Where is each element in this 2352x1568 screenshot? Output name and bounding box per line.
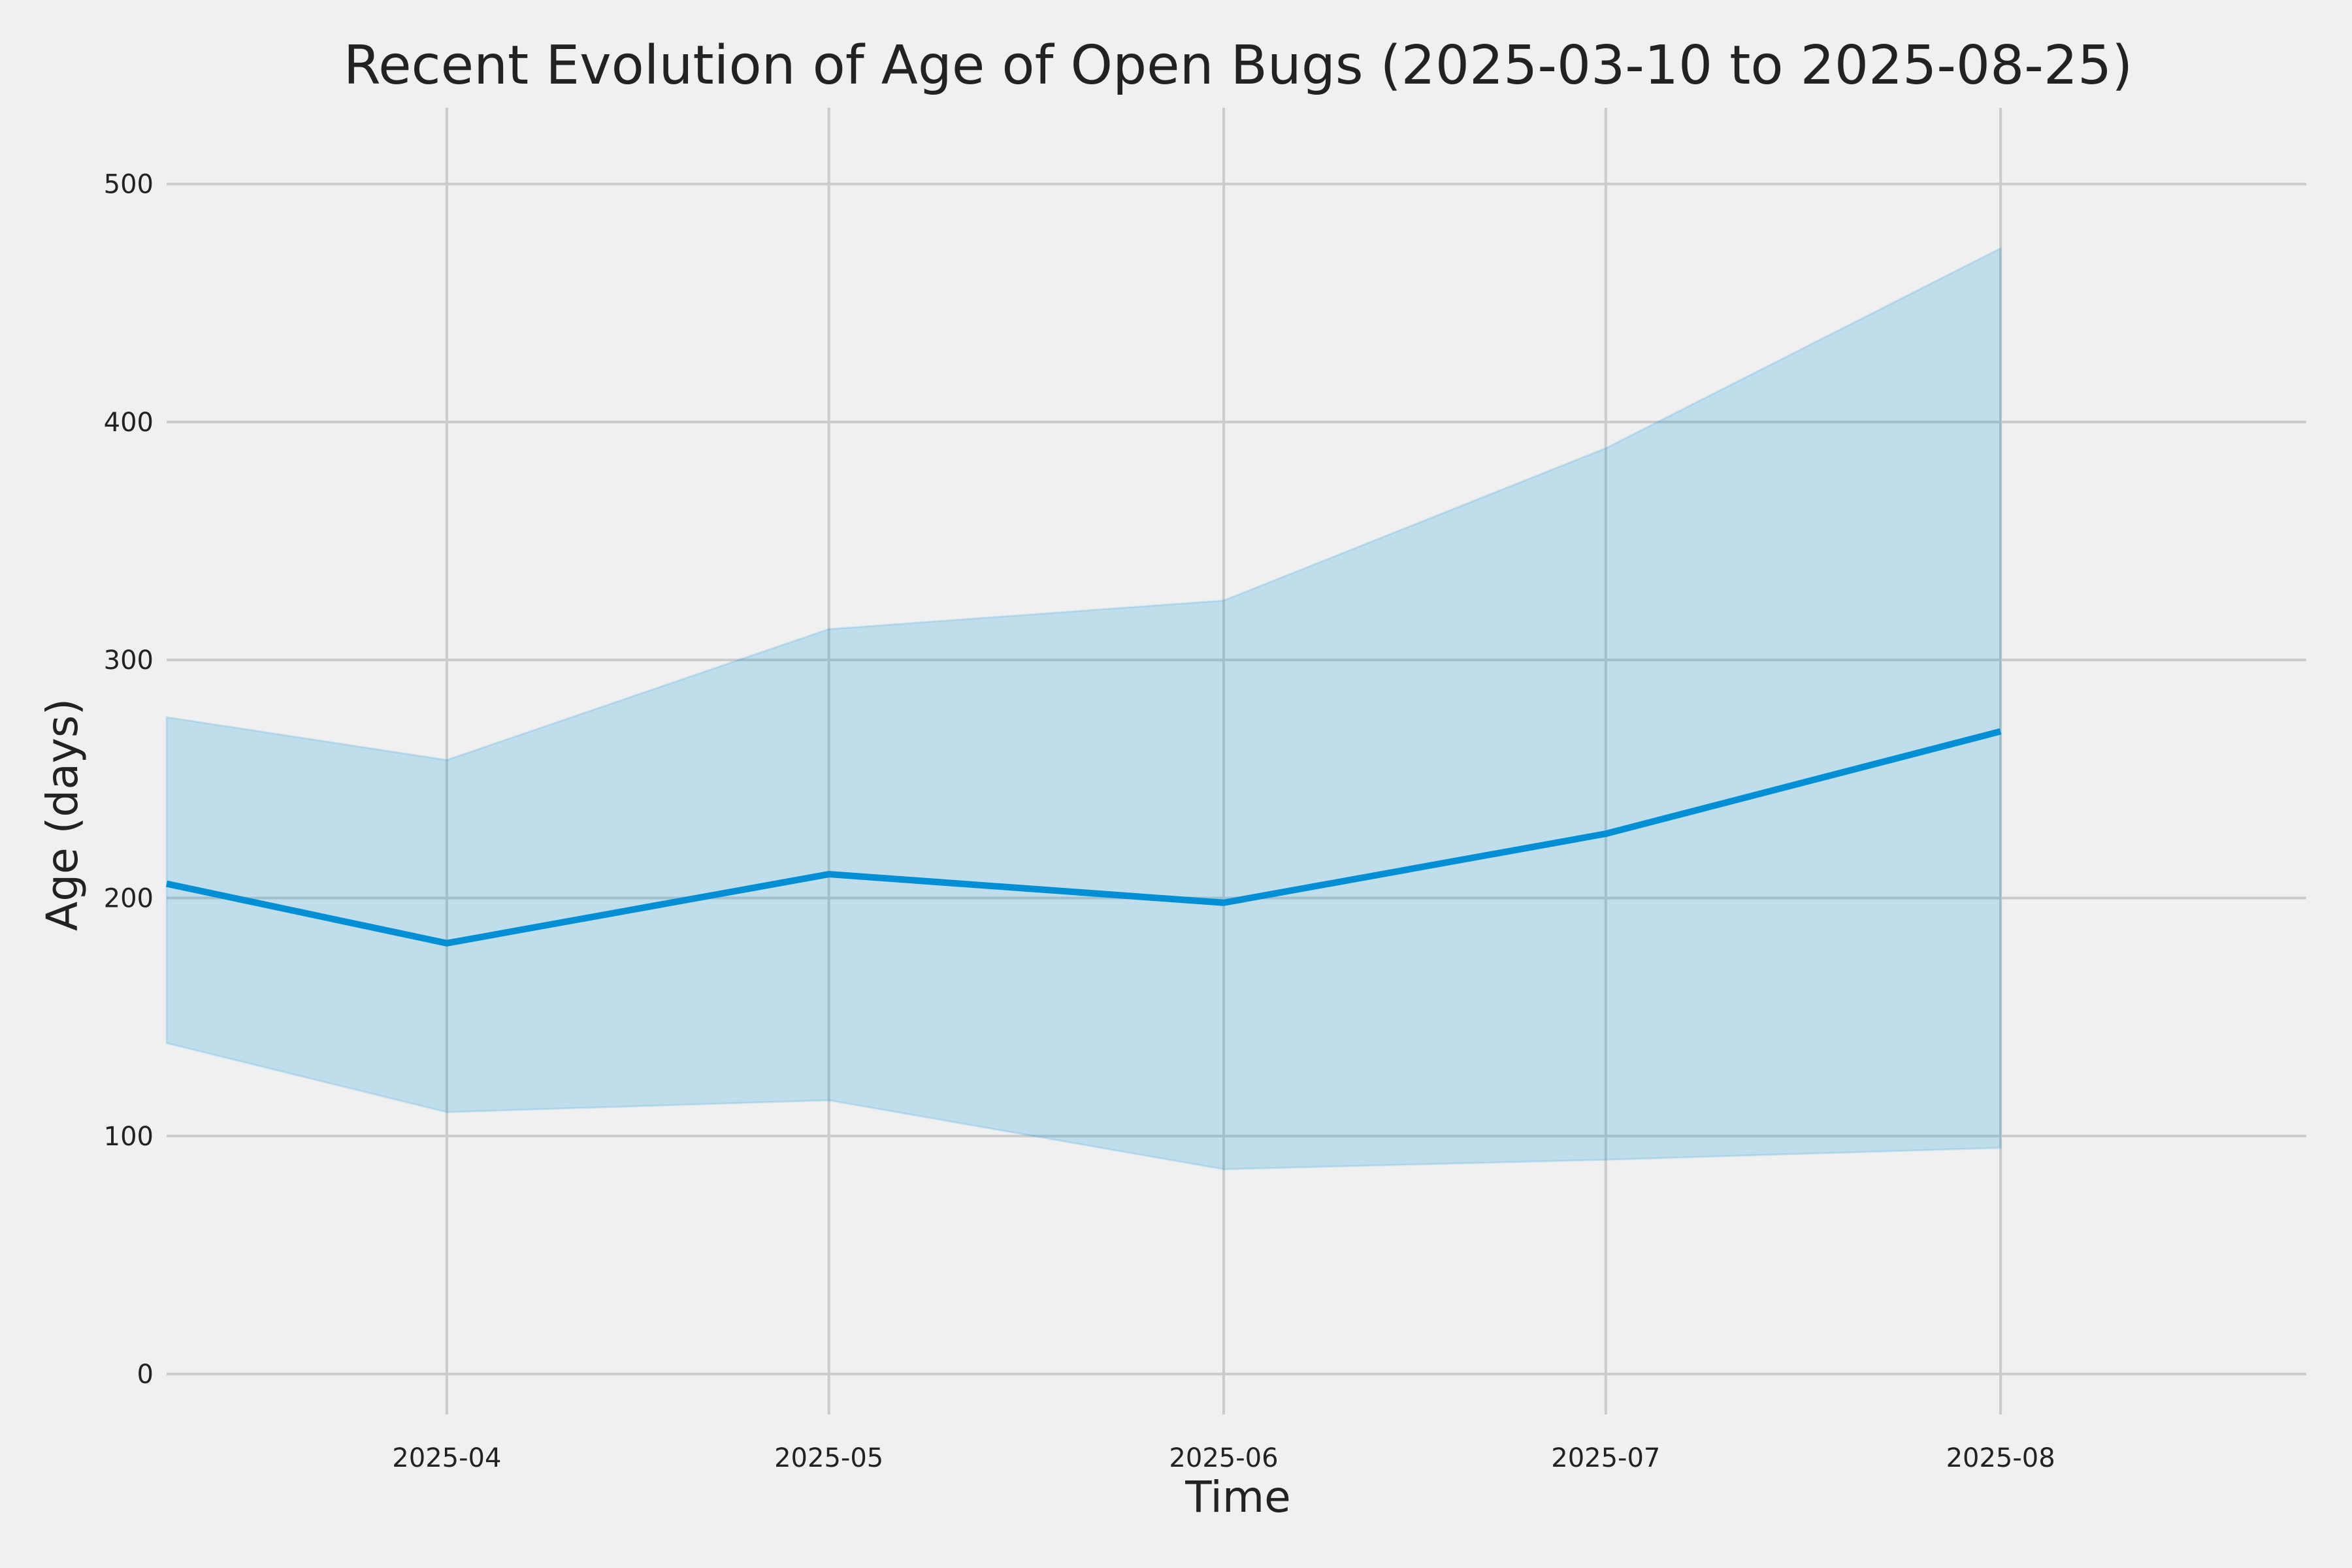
confidence-band-area	[165, 246, 2002, 1171]
x-tick-label: 2025-04	[392, 1443, 501, 1473]
y-tick-label: 500	[104, 170, 154, 200]
y-tick-label: 400	[104, 408, 154, 438]
x-tick-label: 2025-08	[1946, 1443, 2055, 1473]
y-tick-label: 200	[104, 883, 154, 913]
x-tick-label: 2025-06	[1169, 1443, 1278, 1473]
y-tick-label: 0	[137, 1360, 154, 1390]
y-tick-label: 300	[104, 645, 154, 676]
x-tick-labels: 2025-04 2025-05 2025-06 2025-07 2025-08	[392, 1443, 2055, 1473]
y-axis-label: Age (days)	[37, 698, 88, 931]
chart-title: Recent Evolution of Age of Open Bugs (20…	[344, 35, 2132, 97]
x-tick-label: 2025-05	[774, 1443, 883, 1473]
confidence-band	[165, 246, 2002, 1171]
y-tick-label: 100	[104, 1122, 154, 1152]
y-tick-labels: 0 100 200 300 400 500	[104, 170, 154, 1390]
series-line	[165, 728, 2002, 947]
x-axis-label: Time	[1184, 1472, 1291, 1522]
x-tick-label: 2025-07	[1551, 1443, 1660, 1473]
series-line-group	[165, 728, 2002, 947]
